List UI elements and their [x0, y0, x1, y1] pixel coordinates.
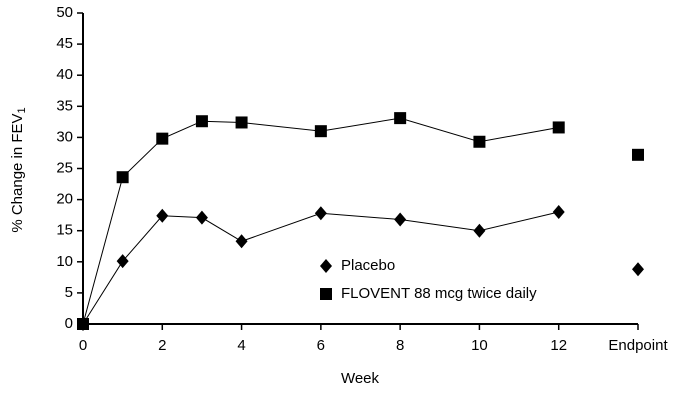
y-axis-label: % Change in FEV1	[9, 107, 28, 232]
y-axis-label-main: % Change in FEV	[9, 113, 26, 232]
y-tick-label: 15	[56, 222, 73, 239]
y-tick-label: 5	[65, 284, 73, 301]
data-point	[314, 206, 327, 221]
x-tick-label: 0	[79, 337, 87, 354]
y-tick-label: 40	[56, 66, 73, 83]
y-tick-label: 50	[56, 4, 73, 21]
x-tick-label: 2	[158, 337, 166, 354]
x-tick-label: 4	[237, 337, 245, 354]
data-point	[473, 135, 486, 148]
data-point	[394, 112, 407, 125]
data-point	[116, 254, 129, 269]
y-tick-label: 10	[56, 253, 73, 270]
x-tick-label: 8	[396, 337, 404, 354]
endpoint-point	[632, 262, 644, 277]
y-tick-label: 25	[56, 159, 73, 176]
data-point	[552, 205, 565, 220]
y-tick-label: 30	[56, 128, 73, 145]
data-point	[195, 210, 208, 225]
y-tick-label: 0	[65, 315, 73, 332]
y-tick-label: 35	[56, 97, 73, 114]
data-point	[195, 115, 208, 128]
data-point	[314, 125, 327, 138]
x-tick-label: Endpoint	[608, 337, 668, 354]
series-line	[82, 211, 559, 325]
y-tick-label: 45	[56, 35, 73, 52]
x-tick-label: 10	[471, 337, 488, 354]
data-point	[394, 212, 407, 227]
data-point	[235, 234, 248, 249]
data-point	[552, 121, 565, 134]
legend-marker	[320, 259, 332, 273]
y-axis-label-subscript: 1	[16, 107, 28, 113]
data-point	[156, 132, 169, 145]
data-point	[77, 318, 89, 330]
legend-label: FLOVENT 88 mcg twice daily	[341, 285, 537, 302]
data-point	[235, 116, 248, 129]
x-tick-label: 12	[550, 337, 567, 354]
data-point	[473, 223, 486, 238]
endpoint-point	[632, 148, 644, 161]
data-point	[116, 171, 129, 184]
legend-label: Placebo	[341, 257, 395, 274]
x-tick-label: 6	[317, 337, 325, 354]
y-tick-label: 20	[56, 191, 73, 208]
x-axis-label: Week	[341, 370, 380, 387]
legend-marker	[320, 288, 332, 300]
data-point	[156, 208, 169, 223]
